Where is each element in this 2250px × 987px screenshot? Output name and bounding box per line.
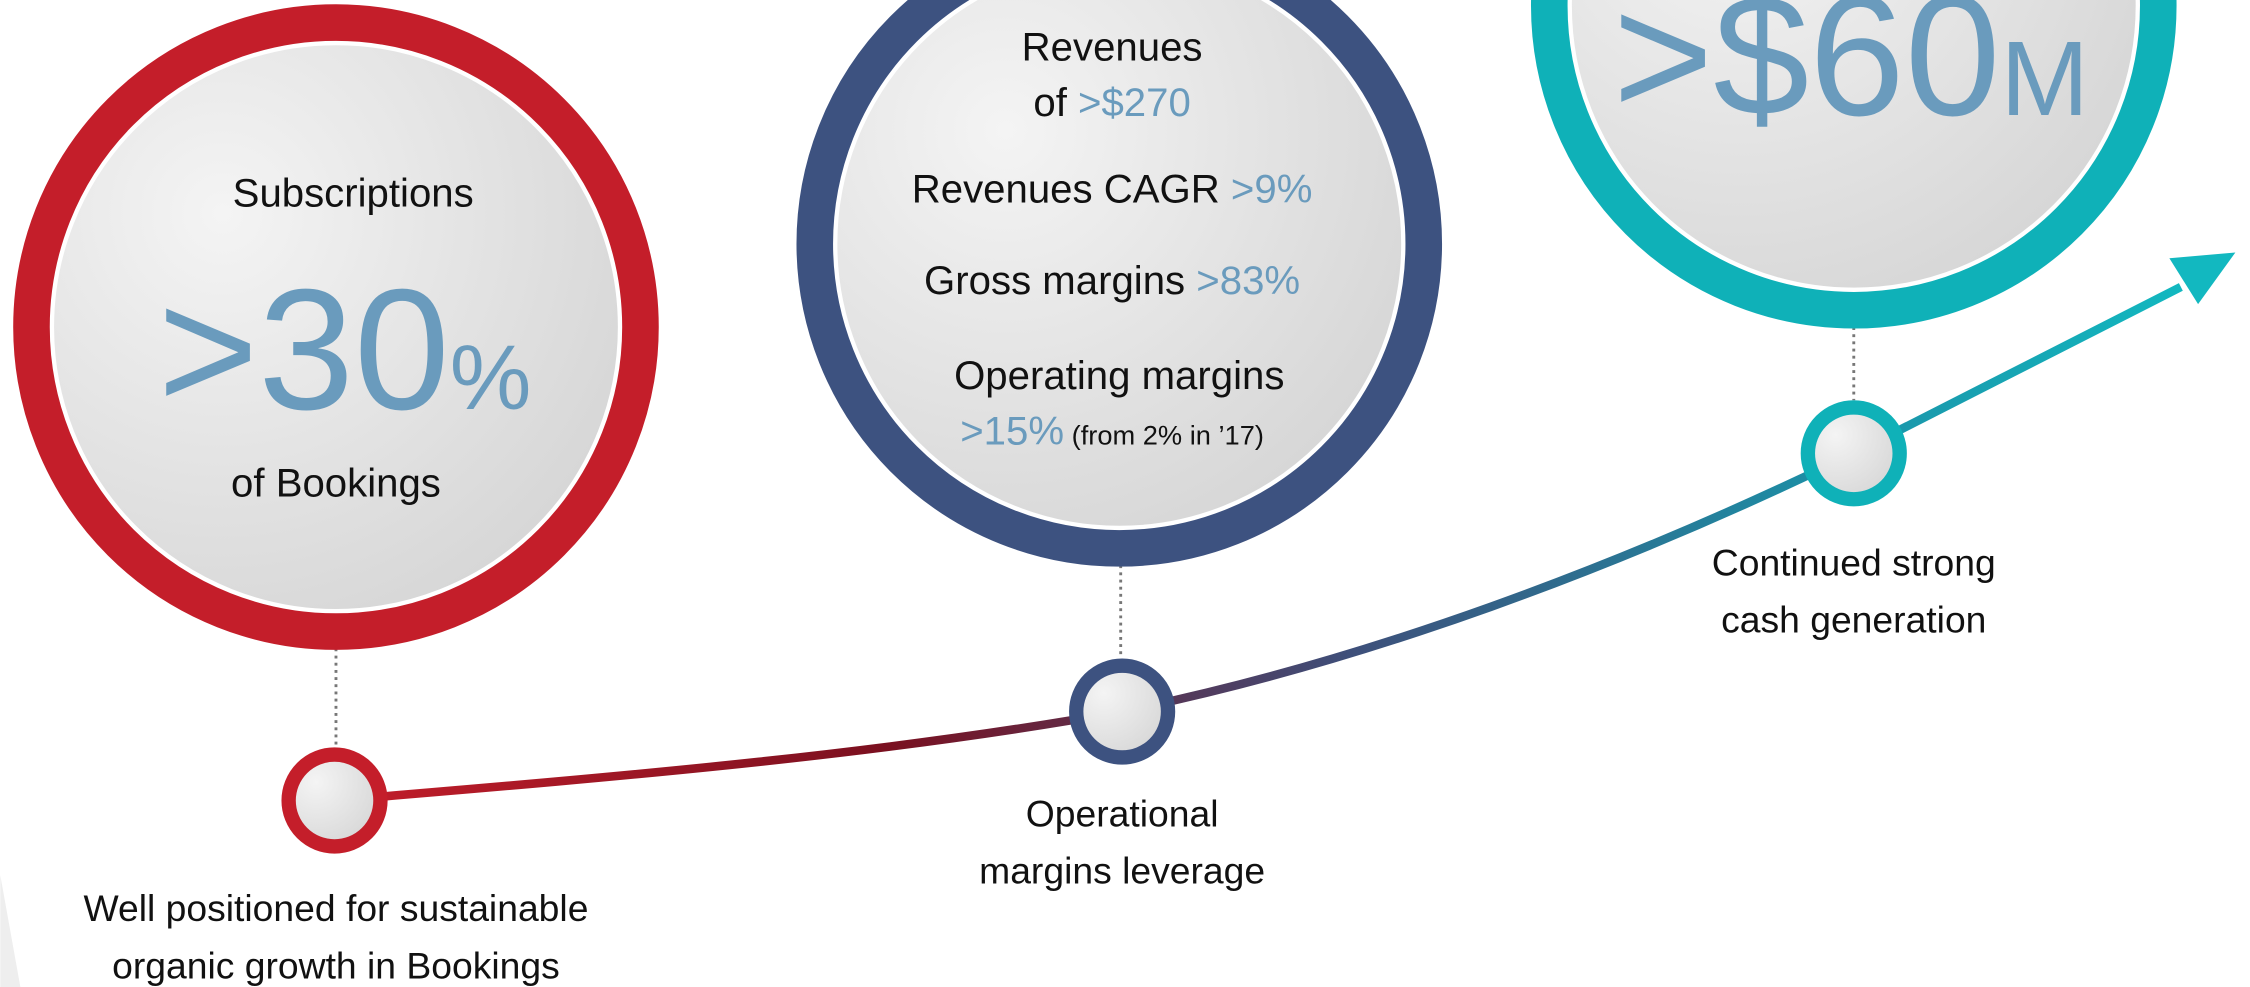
caption-line: Continued strong — [1712, 541, 1996, 583]
caption-line: Well positioned for sustainable — [83, 887, 588, 929]
captions: Well positioned for sustainable organic g… — [83, 541, 1995, 986]
caption-line: Operational — [1026, 792, 1219, 834]
big-value: >30 — [158, 254, 450, 446]
highlight: >83% — [1196, 258, 1300, 303]
disk — [1567, 0, 2140, 292]
heading: Subscriptions — [233, 171, 474, 216]
label: Gross margins — [924, 258, 1196, 303]
circle-line: Revenues CAGR >9% — [912, 166, 1313, 211]
unit: M — [2001, 20, 2089, 138]
circle-3-text: >$60M — [1613, 0, 2089, 152]
ring-navy — [796, 0, 1442, 567]
caption-line: cash generation — [1721, 599, 1986, 641]
ring-red — [13, 4, 659, 650]
node — [281, 747, 388, 854]
footer: of Bookings — [231, 460, 441, 505]
disk — [833, 0, 1406, 530]
label: (from 2% in ’17) — [1064, 420, 1264, 451]
caption-line: margins leverage — [979, 850, 1265, 892]
node — [1800, 400, 1907, 507]
highlight: >9% — [1231, 166, 1313, 211]
caption-line: organic growth in Bookings — [112, 944, 560, 986]
label: Revenues CAGR — [912, 166, 1231, 211]
label: Revenues — [1022, 24, 1203, 69]
arrow-head — [2169, 252, 2236, 305]
circle-line: >15% (from 2% in ’17) — [960, 409, 1264, 454]
node — [1069, 658, 1176, 765]
circle-1-text: Subscriptions >30% of Bookings — [158, 171, 532, 506]
circle-line: Revenues — [1022, 24, 1203, 69]
highlight: >$270 — [1078, 80, 1191, 125]
label: Operating margins — [954, 353, 1284, 398]
circle-line: Gross margins >83% — [924, 258, 1300, 303]
disk — [49, 40, 623, 614]
label: of — [1033, 80, 1078, 125]
circle-line: of >$270 — [1033, 80, 1190, 125]
unit: % — [450, 327, 532, 429]
big-figure: >30% — [158, 254, 532, 446]
circle-line: Operating margins — [954, 353, 1284, 398]
corner-shape — [0, 875, 21, 987]
highlight: >15% — [960, 409, 1064, 454]
circle-2-text: Revenues of >$270 Revenues CAGR >9% Gross m… — [912, 24, 1313, 453]
big-figure: >$60M — [1613, 0, 2089, 152]
ring-teal — [1531, 0, 2177, 329]
big-value: >$60 — [1613, 0, 2001, 152]
